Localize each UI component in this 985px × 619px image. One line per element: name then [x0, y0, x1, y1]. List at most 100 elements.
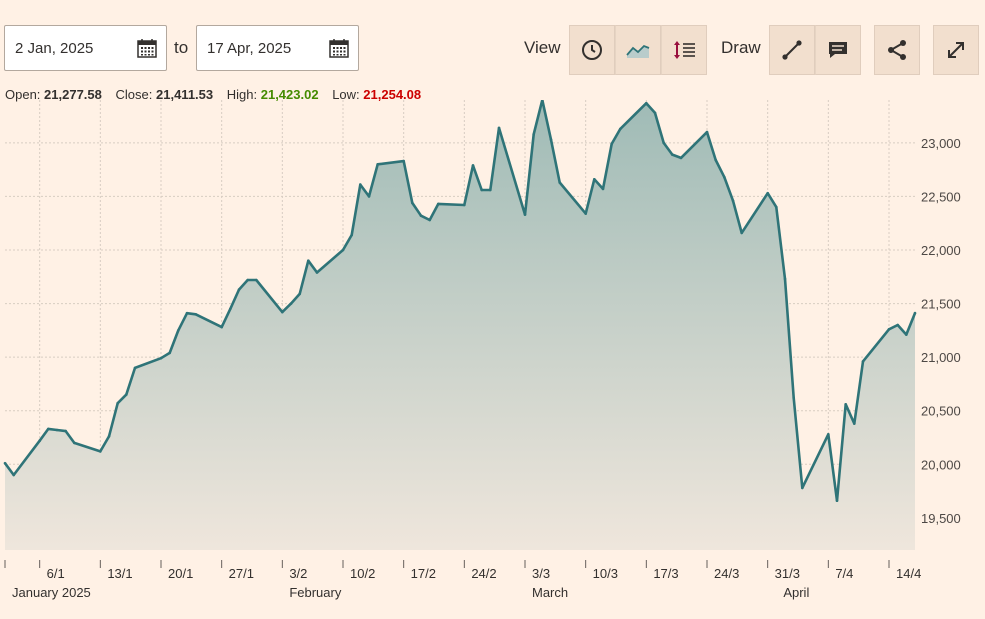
price-point [766, 191, 769, 195]
price-point [523, 213, 527, 216]
price-point [237, 288, 241, 291]
price-point [541, 100, 544, 102]
price-point [3, 461, 7, 465]
indicators-button[interactable] [661, 25, 707, 75]
price-point [662, 141, 665, 145]
x-tick-label: 13/1 [107, 566, 132, 581]
y-tick-label: 23,000 [921, 136, 961, 151]
y-tick-label: 21,500 [921, 297, 961, 312]
price-point [315, 271, 319, 274]
draw-line-button[interactable] [769, 25, 815, 75]
x-tick-label: 3/3 [532, 566, 550, 581]
price-point [731, 199, 735, 202]
high-value: 21,423.02 [260, 87, 319, 102]
price-point [558, 181, 561, 184]
price-point [497, 126, 501, 130]
price-area [5, 100, 915, 550]
price-point [714, 158, 717, 162]
price-point [723, 175, 726, 179]
view-toolbar [569, 25, 707, 75]
start-date-value: 2 Jan, 2025 [15, 39, 94, 57]
price-point [133, 366, 137, 370]
price-point [107, 435, 111, 438]
price-point [801, 486, 804, 490]
x-tick-label: 24/2 [471, 566, 496, 581]
price-point [159, 356, 163, 360]
y-tick-label: 21,000 [921, 350, 961, 365]
draw-toolbar [769, 25, 861, 75]
calendar-icon[interactable] [136, 37, 158, 59]
calendar-icon[interactable] [328, 37, 350, 59]
price-point [246, 278, 249, 282]
price-point [220, 325, 223, 329]
time-range-button[interactable] [569, 25, 615, 75]
price-point [827, 433, 830, 436]
draw-line-icon [782, 40, 802, 60]
price-point [532, 133, 535, 136]
x-tick-label: 17/2 [411, 566, 436, 581]
x-tick-label: 24/3 [714, 566, 739, 581]
end-date-input[interactable]: 17 Apr, 2025 [196, 25, 359, 71]
price-point [350, 233, 354, 237]
price-point [38, 439, 41, 443]
price-point [601, 187, 605, 191]
price-point [47, 427, 50, 431]
x-tick-label: 10/2 [350, 566, 375, 581]
month-label: January 2025 [12, 585, 91, 600]
price-point [411, 201, 414, 205]
x-tick-label: 3/2 [289, 566, 307, 581]
y-tick-label: 20,500 [921, 404, 961, 419]
price-point [913, 311, 917, 315]
expand-icon [948, 42, 964, 58]
month-label: April [783, 585, 809, 600]
price-point [645, 101, 648, 105]
price-point [194, 313, 197, 316]
month-label: March [532, 585, 568, 600]
price-point [679, 156, 683, 160]
price-point [125, 393, 128, 396]
expand-group [933, 25, 979, 75]
y-tick-label: 22,000 [921, 243, 961, 258]
price-point [792, 396, 795, 400]
price-point [73, 441, 76, 445]
price-point [177, 329, 180, 332]
price-point [584, 212, 587, 215]
price-point [783, 277, 787, 281]
price-point [289, 302, 293, 305]
price-point [55, 428, 59, 432]
start-date-input[interactable]: 2 Jan, 2025 [4, 25, 167, 71]
x-tick-label: 31/3 [775, 566, 800, 581]
close-value: 21,411.53 [156, 87, 214, 102]
annotation-button[interactable] [815, 25, 861, 75]
indicators-icon [674, 41, 695, 59]
price-point [489, 188, 492, 192]
price-point [419, 214, 423, 217]
price-point [254, 278, 258, 282]
price-point [12, 473, 15, 477]
annotation-icon [829, 42, 847, 58]
price-point [281, 310, 284, 314]
high-label: High: [226, 87, 258, 102]
open-label: Open: [5, 87, 41, 102]
price-point [428, 218, 432, 222]
price-point [705, 130, 709, 134]
price-point [185, 311, 189, 315]
price-chart[interactable]: 19,500 20,000 20,500 21,000 21,500 22,000 22,5… [0, 100, 985, 619]
view-label: View [524, 38, 561, 57]
x-tick-label: 20/1 [168, 566, 193, 581]
chart-type-button[interactable] [615, 25, 661, 75]
expand-button[interactable] [933, 25, 979, 75]
y-tick-label: 19,500 [921, 511, 961, 526]
price-point [376, 163, 380, 166]
x-tick-label: 14/4 [896, 566, 921, 581]
x-tick-label: 10/3 [593, 566, 618, 581]
x-tick-label: 6/1 [47, 566, 65, 581]
line-chart-icon [626, 44, 650, 58]
price-point [367, 195, 371, 198]
share-button[interactable] [874, 25, 920, 75]
share-group [874, 25, 920, 75]
price-point [593, 178, 596, 181]
price-point [671, 153, 674, 156]
price-point [844, 403, 847, 406]
x-tick-label: 27/1 [229, 566, 254, 581]
